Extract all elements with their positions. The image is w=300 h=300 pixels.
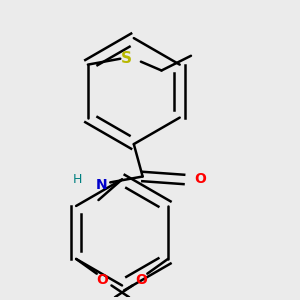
Text: N: N — [96, 178, 107, 192]
Text: O: O — [97, 273, 109, 286]
Text: H: H — [73, 173, 83, 186]
Text: O: O — [136, 273, 147, 286]
Text: S: S — [121, 51, 132, 66]
Text: O: O — [194, 172, 206, 186]
